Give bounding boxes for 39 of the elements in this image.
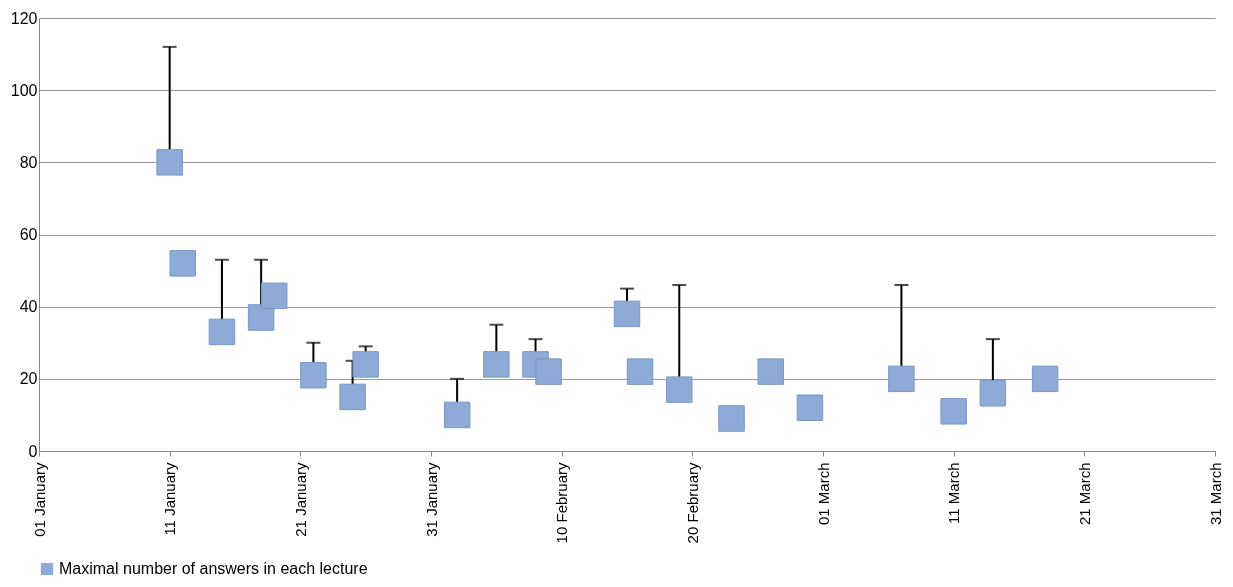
y-tick-label: 120 <box>10 9 38 27</box>
point <box>613 300 641 328</box>
point <box>208 318 236 346</box>
point <box>300 361 327 389</box>
y-tick-label: 40 <box>19 298 38 316</box>
x-tick-label: 11 March <box>945 462 963 524</box>
point <box>483 351 510 378</box>
point <box>535 358 562 385</box>
point <box>352 351 379 378</box>
x-tick-label: 31 March <box>1206 462 1224 526</box>
point <box>156 149 183 176</box>
x-tick-label: 21 January <box>291 462 309 537</box>
x-tick-label: 01 March <box>814 462 832 526</box>
x-tick-label: 31 January <box>422 462 440 537</box>
legend-label: Maximal number of answers in each lecture <box>59 560 368 577</box>
x-tick-label: 10 February <box>553 462 571 544</box>
point <box>626 358 654 385</box>
point <box>940 398 967 425</box>
y-tick-label: 20 <box>19 370 38 388</box>
x-tick-label: 11 January <box>161 462 179 536</box>
point <box>260 282 288 310</box>
point <box>888 365 915 393</box>
x-tick-label: 01 January <box>30 462 48 537</box>
point <box>666 376 693 403</box>
y-tick-label: 0 <box>28 442 38 460</box>
point <box>718 405 745 432</box>
point <box>1031 365 1059 393</box>
point <box>757 358 784 385</box>
y-tick-label: 60 <box>19 226 38 243</box>
x-tick-label: 21 March <box>1075 462 1093 526</box>
point <box>443 401 471 429</box>
x-tick-label: 20 February <box>683 462 701 544</box>
point <box>339 383 366 411</box>
y-tick-label: 100 <box>10 81 38 99</box>
y-tick-label: 80 <box>19 153 38 171</box>
point <box>247 304 275 331</box>
point <box>169 250 196 277</box>
point <box>796 394 824 421</box>
point <box>979 380 1007 407</box>
